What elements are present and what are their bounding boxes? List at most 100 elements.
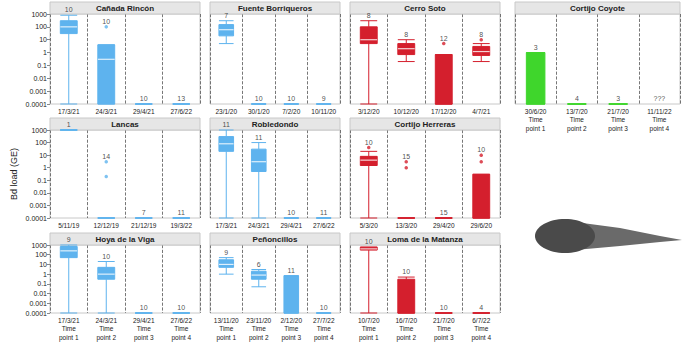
svg-text:Time: Time [399,325,414,332]
svg-text:7/2/20: 7/2/20 [282,108,300,115]
svg-text:Time: Time [174,325,189,332]
svg-text:1: 1 [43,49,47,56]
svg-text:29/4/21: 29/4/21 [280,222,302,229]
svg-text:15: 15 [440,209,448,216]
svg-text:0.01: 0.01 [33,290,47,297]
svg-text:10: 10 [320,304,328,311]
svg-text:Time: Time [62,325,77,332]
svg-text:6: 6 [257,261,261,268]
svg-text:???: ??? [654,95,666,102]
svg-text:29/6/20: 29/6/20 [470,222,492,229]
svg-text:1: 1 [43,164,47,171]
svg-text:29/4/21: 29/4/21 [133,108,155,115]
svg-text:Peñoncillos: Peñoncillos [253,235,298,244]
svg-text:10: 10 [102,18,110,25]
svg-text:10: 10 [140,304,148,311]
svg-text:4: 4 [479,304,483,311]
svg-text:8: 8 [367,12,371,19]
svg-text:3/12/20: 3/12/20 [358,108,380,115]
svg-text:11: 11 [223,121,230,128]
svg-text:30/6/20: 30/6/20 [525,108,547,115]
svg-text:0.0001: 0.0001 [26,215,48,222]
svg-text:24/3/21: 24/3/21 [248,222,270,229]
svg-text:17/3/21: 17/3/21 [58,317,80,324]
svg-text:10: 10 [177,304,185,311]
svg-text:5/11/19: 5/11/19 [58,222,80,229]
svg-text:point 2: point 2 [96,334,116,342]
svg-text:point 3: point 3 [434,334,454,342]
svg-text:1: 1 [43,271,47,278]
svg-text:Cortijo Herreras: Cortijo Herreras [395,120,456,129]
svg-text:point 2: point 2 [396,334,416,342]
svg-text:3: 3 [534,44,538,51]
svg-text:8: 8 [404,31,408,38]
svg-text:17/3/21: 17/3/21 [58,108,80,115]
svg-text:1000: 1000 [31,127,47,134]
svg-text:Time: Time [99,325,114,332]
svg-text:17/12/20: 17/12/20 [431,108,457,115]
svg-text:Loma de la Matanza: Loma de la Matanza [387,235,463,244]
svg-text:13/11/20: 13/11/20 [214,317,239,324]
svg-text:4/7/21: 4/7/21 [472,108,490,115]
svg-text:10: 10 [365,238,373,245]
svg-text:point 2: point 2 [249,334,269,342]
svg-text:29/4/20: 29/4/20 [433,222,455,229]
svg-text:10: 10 [140,95,148,102]
svg-text:Time: Time [611,116,626,123]
svg-text:24/3/21: 24/3/21 [95,317,117,324]
svg-text:0.0001: 0.0001 [26,310,48,317]
svg-text:point 3: point 3 [134,334,154,342]
svg-text:point 4: point 4 [171,334,191,342]
svg-text:0.001: 0.001 [29,88,47,95]
svg-text:27/7/22: 27/7/22 [313,317,335,324]
svg-text:10: 10 [287,209,295,216]
svg-text:Bd load (GE): Bd load (GE) [9,148,19,200]
svg-text:0.0001: 0.0001 [26,101,48,108]
svg-text:10: 10 [39,152,47,159]
svg-text:point 3: point 3 [608,125,628,133]
svg-text:10: 10 [440,304,448,311]
svg-text:12/12/19: 12/12/19 [94,222,120,229]
svg-text:Time: Time [219,325,234,332]
svg-text:7: 7 [224,12,228,19]
svg-text:Time: Time [362,325,377,332]
svg-text:9: 9 [322,95,326,102]
svg-text:point 3: point 3 [281,334,301,342]
svg-text:11: 11 [255,134,262,141]
svg-text:Time: Time [474,325,489,332]
svg-text:10: 10 [365,139,373,146]
svg-text:10/11/20: 10/11/20 [311,108,336,115]
svg-text:23/11/20: 23/11/20 [246,317,271,324]
svg-text:12: 12 [440,35,448,42]
svg-text:0.001: 0.001 [29,202,47,209]
svg-text:point 4: point 4 [650,125,670,133]
svg-text:19/3/22: 19/3/22 [170,222,192,229]
svg-text:1000: 1000 [31,11,47,18]
svg-text:13/7/20: 13/7/20 [566,108,588,115]
svg-text:11: 11 [320,209,327,216]
svg-text:Cortijo Coyote: Cortijo Coyote [570,4,626,13]
svg-text:14: 14 [102,153,110,160]
svg-text:Fuente Borriqueros: Fuente Borriqueros [238,4,313,13]
svg-text:13: 13 [177,95,185,102]
svg-text:100: 100 [35,251,47,258]
svg-text:Hoya de la Viga: Hoya de la Viga [96,235,156,244]
svg-text:9: 9 [67,236,71,243]
svg-text:30/1/20: 30/1/20 [248,108,270,115]
svg-text:point 1: point 1 [526,125,546,133]
svg-text:point 2: point 2 [567,125,587,133]
svg-text:10/12/20: 10/12/20 [394,108,420,115]
svg-text:17/3/21: 17/3/21 [215,222,237,229]
svg-text:Lancas: Lancas [111,120,139,129]
svg-text:16/7/20: 16/7/20 [395,317,417,324]
svg-text:0.1: 0.1 [37,280,47,287]
svg-text:27/6/22: 27/6/22 [313,222,335,229]
svg-text:10: 10 [65,6,73,13]
svg-text:10: 10 [287,95,295,102]
svg-text:9: 9 [224,249,228,256]
svg-text:point 4: point 4 [314,334,334,342]
svg-text:10: 10 [477,146,485,153]
svg-text:Time: Time [437,325,452,332]
svg-text:point 1: point 1 [359,334,379,342]
svg-text:10: 10 [39,261,47,268]
